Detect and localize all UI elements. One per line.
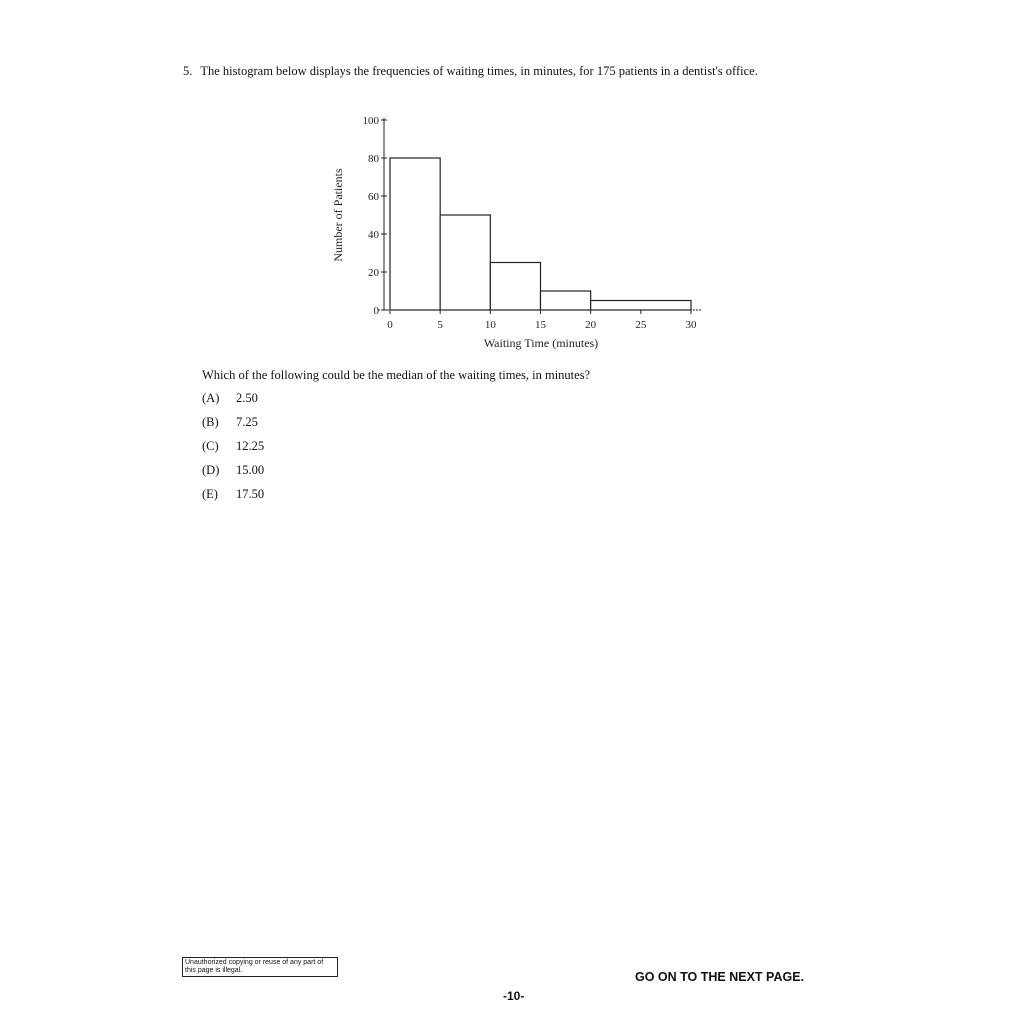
choice-value: 12.25 [236,439,265,453]
histogram-bar [590,299,692,311]
question-stem-text: The histogram below displays the frequen… [200,64,758,78]
histogram-bar [439,214,491,311]
answer-choice: (E) 17.50 [202,486,264,510]
answer-choice: (B) 7.25 [202,414,264,438]
question-number: 5. [183,64,193,78]
choice-value: 7.25 [236,415,258,429]
y-tick-label: 40 [368,229,380,241]
x-tick-label: 30 [686,319,698,331]
choice-value: 17.50 [236,487,265,501]
answer-choice: (D) 15.00 [202,462,264,486]
answer-choice: (C) 12.25 [202,438,264,462]
next-page-label: GO ON TO THE NEXT PAGE. [635,970,805,984]
x-tick-label: 15 [535,319,547,331]
answer-choices: (A) 2.50 (B) 7.25 (C) 12.25 (D) 15.00 (E) 17.50 [202,390,264,510]
histogram-bar [489,261,542,311]
choice-letter: (B) [202,415,219,429]
y-tick-label: 20 [368,267,380,279]
page-number: -10- [503,989,525,1003]
copyright-notice: Unauthorized copying or reuse of any par… [182,957,338,977]
question-stem: 5. The histogram below displays the frequ… [183,64,758,79]
histogram-chart: 0 20 40 60 80 100 0 5 10 15 20 25 30 Number of Patien… [331,115,701,350]
histogram-bar [539,290,592,311]
choice-value: 15.00 [236,463,265,477]
x-tick-label: 20 [585,319,597,331]
choice-value: 2.50 [236,391,258,405]
histogram-bar [389,157,441,311]
choice-letter: (C) [202,439,219,453]
x-tick-label: 25 [635,319,647,331]
y-tick-label: 0 [374,305,380,317]
answer-choice: (A) 2.50 [202,390,264,414]
x-axis-label: Waiting Time (minutes) [484,336,598,350]
choice-letter: (D) [202,463,220,477]
choice-letter: (E) [202,487,218,501]
x-tick-label: 0 [387,319,393,331]
question-prompt: Which of the following could be the medi… [202,368,591,382]
y-tick-label: 80 [368,153,380,165]
x-tick-label: 10 [485,319,497,331]
choice-letter: (A) [202,391,220,405]
x-tick-label: 5 [437,319,443,331]
y-axis-label: Number of Patients [331,168,345,262]
y-tick-label: 60 [368,191,380,203]
y-tick-label: 100 [363,115,380,127]
